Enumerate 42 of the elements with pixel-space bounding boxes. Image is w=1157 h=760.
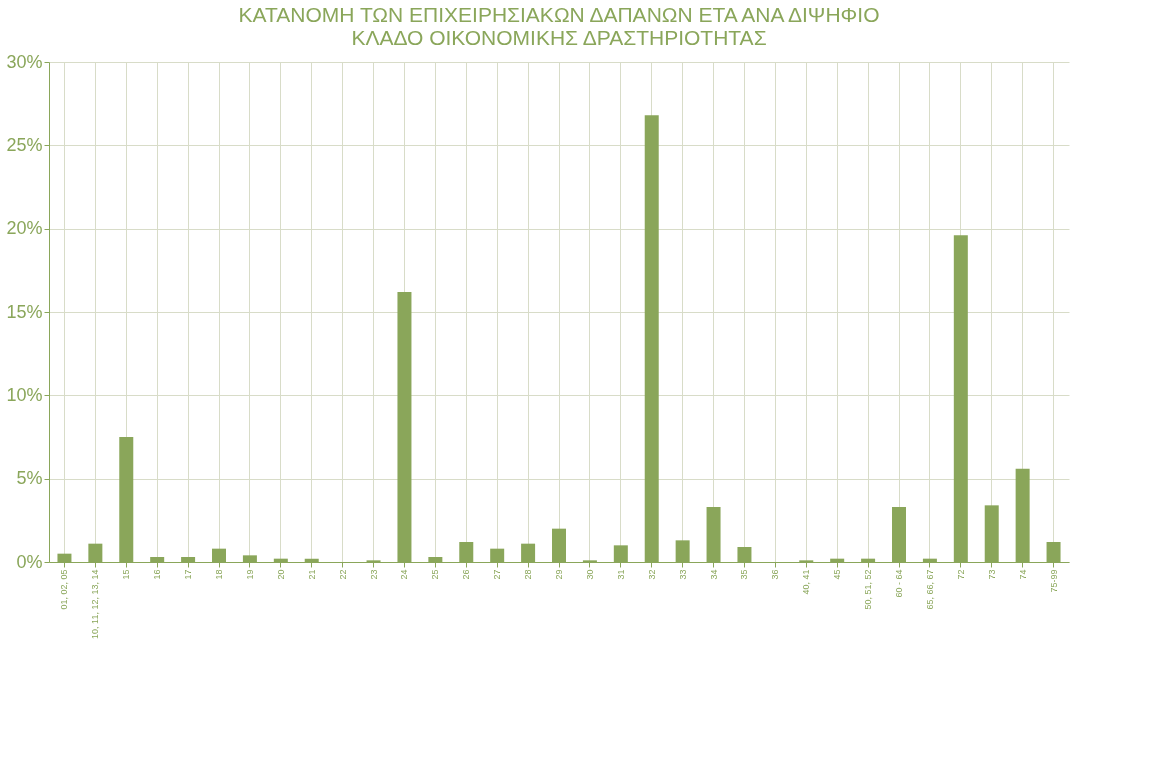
x-tick-label: 29 bbox=[554, 569, 564, 580]
x-tick-label: 75-99 bbox=[1048, 569, 1059, 593]
x-tick-label: 65, 66, 67 bbox=[924, 569, 935, 610]
x-tick-label: 34 bbox=[708, 569, 719, 580]
x-tick-label: 30 bbox=[584, 569, 595, 580]
x-tick-label: 10, 11, 12, 13, 14 bbox=[90, 569, 101, 639]
x-tick-label: 50, 51, 52 bbox=[863, 569, 874, 610]
x-tick-label: 72 bbox=[955, 569, 966, 580]
x-tick-label: 31 bbox=[615, 569, 626, 580]
x-tick-label: 25 bbox=[430, 569, 441, 580]
x-tick-label: 26 bbox=[461, 569, 472, 580]
x-tick-label: 21 bbox=[306, 569, 317, 580]
x-tick-label: 18 bbox=[214, 569, 224, 580]
x-tick-label: 45 bbox=[832, 569, 843, 580]
x-tick-label: 17 bbox=[183, 569, 194, 580]
x-tick-label: 60 - 64 bbox=[894, 569, 904, 598]
text: ΚΑΤΑΝΟΜΗ ΤΩΝ ΕΠΙΧΕΙΡΗΣΙΑΚΩΝ ΔΑΠΑΝΩΝ ΕΤΑ ΑΝΑ ΔΙΨΗΦΙΟ bbox=[238, 3, 880, 26]
text: ΚΛΑΔΟ ΟΙΚΟΝΟΜΙΚΗΣ ΔΡΑΣΤΗΡΙΟΤΗΤΑΣ bbox=[351, 26, 767, 49]
x-tick-label: 20 bbox=[275, 569, 286, 580]
x-tick-label: 24 bbox=[399, 569, 410, 580]
x-tick-label: 22 bbox=[337, 569, 348, 580]
y-tick-label: 5% bbox=[16, 468, 43, 489]
x-tick-label: 74 bbox=[1017, 569, 1028, 580]
x-tick-label: 73 bbox=[986, 569, 997, 580]
y-tick-label: 25% bbox=[6, 134, 43, 155]
x-tick-label: 19 bbox=[244, 569, 255, 580]
x-tick-label: 28 bbox=[523, 569, 534, 580]
x-tick-label: 32 bbox=[646, 569, 657, 580]
y-tick-label: 0% bbox=[16, 551, 43, 572]
y-tick-label: 15% bbox=[6, 301, 43, 322]
x-tick-label: 40, 41 bbox=[801, 569, 812, 595]
y-tick-label: 10% bbox=[6, 384, 43, 405]
y-tick-label: 20% bbox=[6, 218, 43, 239]
x-tick-label: 36 bbox=[770, 569, 781, 580]
x-tick-label: 15 bbox=[121, 569, 132, 580]
x-tick-label: 35 bbox=[739, 569, 750, 580]
x-tick-label: 23 bbox=[368, 569, 379, 580]
x-tick-label: 27 bbox=[492, 569, 503, 580]
x-tick-label: 33 bbox=[677, 569, 688, 580]
y-tick-label: 30% bbox=[6, 51, 43, 72]
x-tick-label: 01, 02, 05 bbox=[59, 569, 70, 610]
x-tick-label: 16 bbox=[152, 569, 163, 580]
